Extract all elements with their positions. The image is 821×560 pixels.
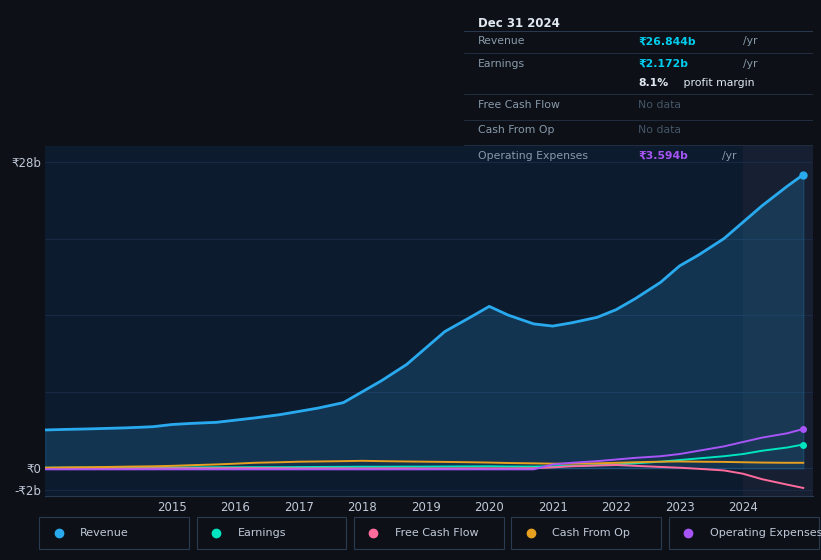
FancyBboxPatch shape (669, 517, 819, 549)
Text: ₹26.844b: ₹26.844b (639, 36, 696, 46)
Text: Revenue: Revenue (80, 529, 129, 538)
FancyBboxPatch shape (39, 517, 189, 549)
Text: Earnings: Earnings (237, 529, 286, 538)
Text: ₹2.172b: ₹2.172b (639, 59, 688, 69)
Text: Free Cash Flow: Free Cash Flow (478, 100, 560, 110)
Text: Earnings: Earnings (478, 59, 525, 69)
Text: profit margin: profit margin (680, 78, 754, 88)
Text: Revenue: Revenue (478, 36, 525, 46)
Text: Operating Expenses: Operating Expenses (709, 529, 821, 538)
Text: Cash From Op: Cash From Op (553, 529, 630, 538)
Text: /yr: /yr (722, 151, 736, 161)
Bar (743, 146, 813, 496)
Text: Operating Expenses: Operating Expenses (478, 151, 588, 161)
FancyBboxPatch shape (354, 517, 504, 549)
Text: No data: No data (639, 100, 681, 110)
Text: ₹3.594b: ₹3.594b (639, 151, 688, 161)
Text: Free Cash Flow: Free Cash Flow (395, 529, 479, 538)
FancyBboxPatch shape (197, 517, 346, 549)
FancyBboxPatch shape (511, 517, 661, 549)
Text: No data: No data (639, 125, 681, 136)
Text: /yr: /yr (743, 59, 758, 69)
Text: 8.1%: 8.1% (639, 78, 668, 88)
Text: /yr: /yr (743, 36, 758, 46)
Text: Cash From Op: Cash From Op (478, 125, 554, 136)
Text: Dec 31 2024: Dec 31 2024 (478, 17, 560, 30)
